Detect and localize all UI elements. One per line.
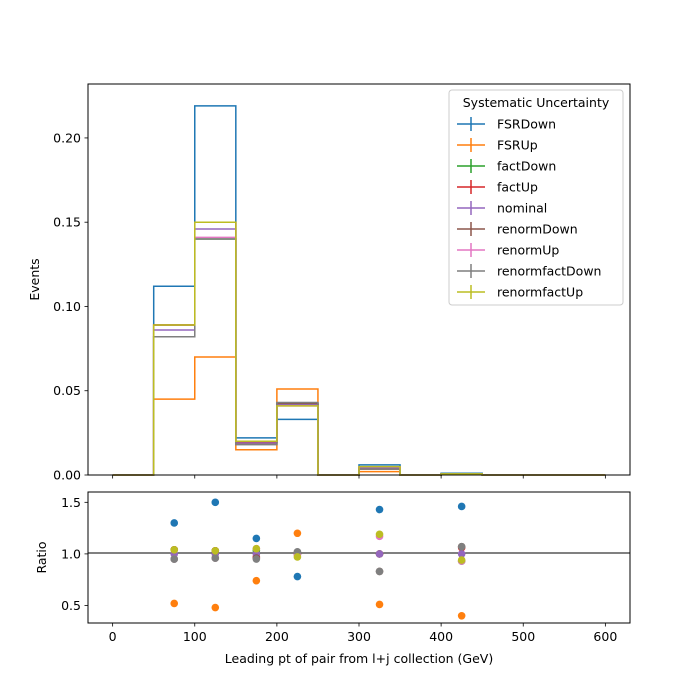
legend-label: renormUp bbox=[497, 243, 559, 258]
bottom-x-tick-label: 100 bbox=[183, 629, 207, 644]
ratio-point bbox=[457, 550, 466, 558]
ratio-point bbox=[293, 529, 302, 538]
ratio-point bbox=[375, 530, 384, 539]
ratio-point bbox=[211, 546, 220, 555]
bottom-x-tick-label: 500 bbox=[511, 629, 535, 644]
top-y-tick-label: 0.10 bbox=[53, 299, 81, 314]
ratio-point bbox=[252, 534, 261, 543]
legend-items: FSRDown FSRUp factDown factUp nominal renormD… bbox=[457, 117, 601, 300]
bottom-x-tick-label: 0 bbox=[109, 629, 117, 644]
legend-item-nominal: nominal bbox=[457, 201, 547, 216]
ratio-point bbox=[211, 498, 220, 507]
ratio-point bbox=[252, 544, 261, 553]
bottom-x-tick-label: 400 bbox=[429, 629, 453, 644]
legend-item-renormfact-up: renormfactUp bbox=[457, 285, 583, 300]
ratio-point bbox=[293, 572, 302, 581]
bottom-y-tick-label: 1.5 bbox=[61, 495, 81, 510]
x-axis-label: Leading pt of pair from l+j collection (… bbox=[225, 651, 493, 666]
ratio-series-fsrup bbox=[170, 529, 466, 620]
ratio-point bbox=[252, 576, 261, 585]
legend-box bbox=[448, 89, 624, 306]
ratio-points bbox=[170, 498, 466, 620]
legend-label: nominal bbox=[497, 201, 547, 216]
legend-item-renorm-down: renormDown bbox=[457, 222, 578, 237]
ratio-point bbox=[375, 567, 384, 576]
ratio-point bbox=[375, 600, 384, 609]
legend-label: renormfactUp bbox=[497, 285, 583, 300]
ratio-point bbox=[170, 555, 179, 563]
legend-label: renormDown bbox=[497, 222, 578, 237]
legend-label: renormfactDown bbox=[497, 264, 601, 279]
legend-label: factDown bbox=[497, 159, 556, 174]
top-y-axis-ticks: 0.00 0.05 0.10 0.15 0.20 bbox=[53, 130, 88, 483]
bottom-y-axis-ticks: 0.5 1.0 1.5 bbox=[61, 495, 88, 613]
ratio-point bbox=[211, 603, 220, 612]
ratio-point bbox=[293, 553, 302, 561]
ratio-series-fsrdown bbox=[170, 498, 466, 581]
bottom-y-tick-label: 0.5 bbox=[61, 598, 81, 613]
bottom-x-tick-label: 300 bbox=[347, 629, 371, 644]
legend-item-fsrdown: FSRDown bbox=[457, 117, 556, 132]
top-y-axis-label: Events bbox=[27, 258, 42, 300]
ratio-point bbox=[170, 599, 179, 608]
bottom-axes-frame bbox=[87, 491, 631, 624]
legend-item-fact-down: factDown bbox=[457, 159, 556, 174]
ratio-point bbox=[375, 550, 384, 558]
ratio-point bbox=[375, 505, 384, 514]
ratio-series-renormfact-up bbox=[170, 530, 466, 564]
top-panel: 0.00 0.05 0.10 0.15 0.20 Events Systematic U… bbox=[27, 83, 631, 483]
legend-title: Systematic Uncertainty bbox=[463, 95, 610, 110]
legend-item-renormfact-down: renormfactDown bbox=[457, 264, 601, 279]
ratio-point bbox=[457, 611, 466, 620]
top-axes-frame bbox=[87, 83, 631, 476]
ratio-point bbox=[170, 545, 179, 554]
legend-item-renorm-up: renormUp bbox=[457, 243, 559, 258]
bottom-panel: 0.5 1.0 1.5 0 100 200 300 400 500 600 Ratio Lead… bbox=[34, 491, 631, 666]
legend-label: FSRDown bbox=[497, 117, 556, 132]
legend-label: factUp bbox=[497, 180, 538, 195]
legend-item-fsrup: FSRUp bbox=[457, 138, 538, 153]
ratio-point bbox=[252, 555, 261, 563]
top-x-axis-ticks bbox=[112, 475, 606, 479]
top-y-tick-label: 0.15 bbox=[53, 215, 81, 230]
legend: Systematic Uncertainty FSRDown FSRUp factD… bbox=[448, 89, 624, 306]
top-y-tick-label: 0.20 bbox=[53, 130, 81, 145]
ratio-point bbox=[170, 519, 179, 527]
ratio-series-renormfact-down bbox=[170, 542, 466, 576]
bottom-y-axis-label: Ratio bbox=[34, 541, 49, 573]
ratio-point bbox=[211, 554, 220, 562]
bottom-x-axis-ticks: 0 100 200 300 400 500 600 bbox=[109, 623, 617, 644]
bottom-x-tick-label: 200 bbox=[265, 629, 289, 644]
top-y-tick-label: 0.05 bbox=[53, 383, 81, 398]
bottom-y-tick-label: 1.0 bbox=[61, 546, 81, 561]
ratio-point bbox=[457, 542, 466, 551]
legend-label: FSRUp bbox=[497, 138, 538, 153]
bottom-x-tick-label: 600 bbox=[593, 629, 617, 644]
legend-item-fact-up: factUp bbox=[457, 180, 538, 195]
ratio-point bbox=[457, 556, 466, 564]
top-y-tick-label: 0.00 bbox=[53, 468, 81, 483]
ratio-point bbox=[457, 502, 466, 511]
